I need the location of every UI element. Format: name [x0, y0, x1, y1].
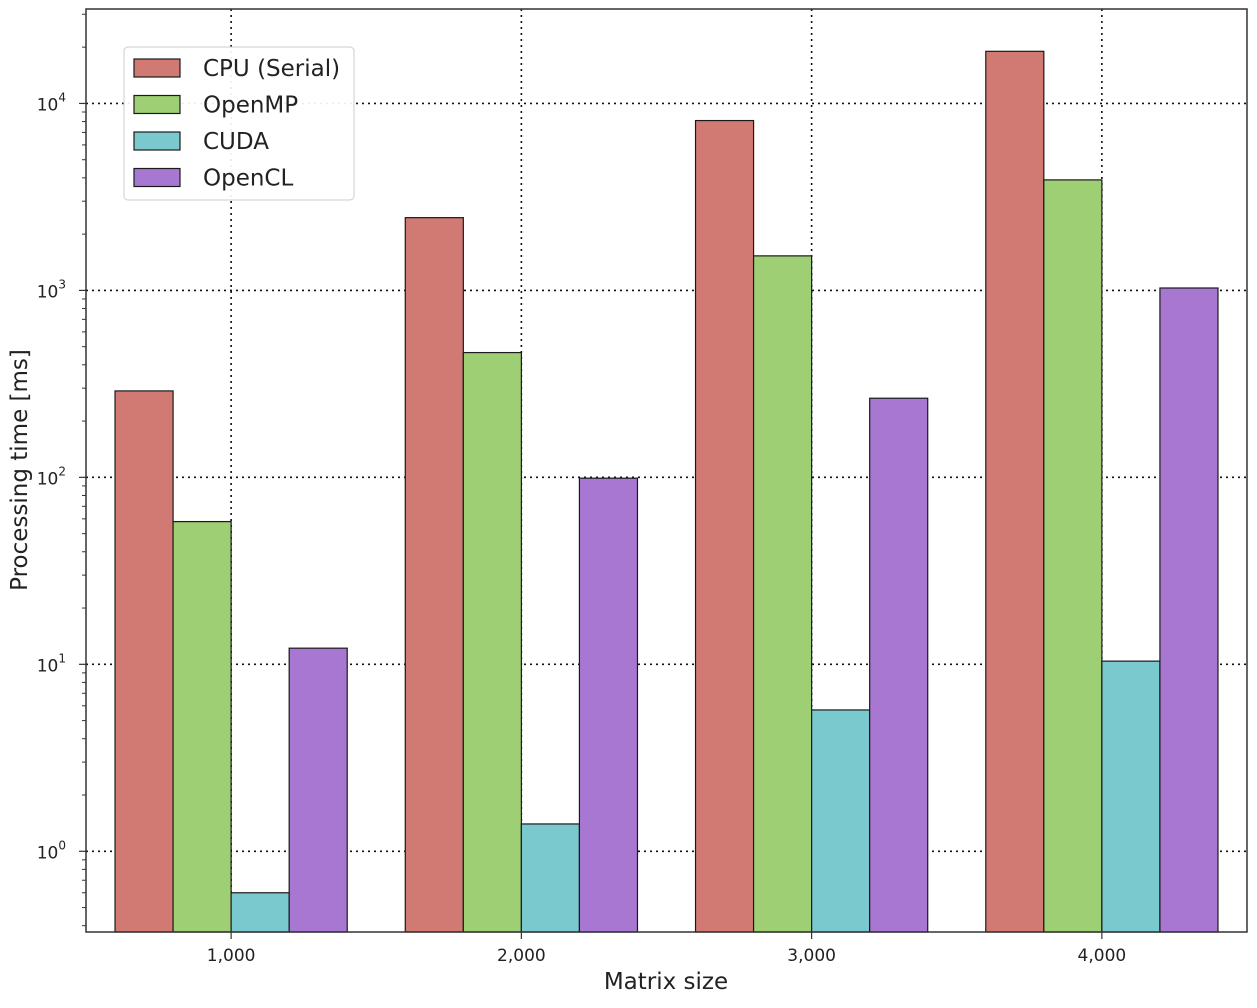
legend-swatch	[133, 167, 181, 188]
legend-label: OpenMP	[203, 93, 298, 119]
bars	[114, 50, 1219, 933]
legend-label: OpenCL	[203, 166, 293, 192]
y-tick-label: 102	[37, 464, 66, 489]
legend-box	[123, 46, 355, 201]
x-axis-title: Matrix size	[604, 969, 728, 995]
y-tick-label: 104	[37, 90, 66, 115]
bar	[230, 892, 290, 933]
y-tick-label: 100	[37, 838, 66, 863]
bar	[985, 50, 1045, 933]
x-tick-label: 4,000	[1078, 946, 1127, 966]
x-tick-label: 2,000	[497, 946, 546, 966]
y-tick-label: 103	[37, 277, 66, 302]
bar	[462, 351, 522, 933]
y-axis-title: Processing time [ms]	[7, 349, 33, 591]
x-tick-label: 3,000	[787, 946, 836, 966]
bar	[520, 823, 581, 933]
bar	[694, 119, 755, 933]
bar	[811, 709, 871, 933]
x-tick-label: 1,000	[207, 946, 256, 966]
y-tick-label: 101	[37, 651, 66, 676]
legend-label: CUDA	[203, 129, 269, 155]
bar	[578, 477, 639, 933]
legend-swatch	[133, 131, 181, 151]
bar	[288, 647, 348, 933]
legend-label: CPU (Serial)	[203, 56, 340, 82]
plot-frame	[85, 8, 1248, 933]
legend-swatch	[133, 94, 181, 115]
ticks: 100 101 102 103 104 1,000 2,000 3,000 4,000	[37, 13, 1127, 966]
bar	[172, 520, 232, 933]
legend: CPU (Serial) OpenMP CUDA OpenCL	[123, 46, 355, 201]
bar	[869, 397, 929, 933]
bar	[114, 390, 174, 933]
bar	[404, 217, 464, 933]
bar	[1043, 179, 1103, 933]
legend-swatch	[133, 58, 181, 78]
bar	[752, 255, 813, 933]
bar	[1159, 287, 1219, 933]
bar	[1101, 660, 1161, 933]
